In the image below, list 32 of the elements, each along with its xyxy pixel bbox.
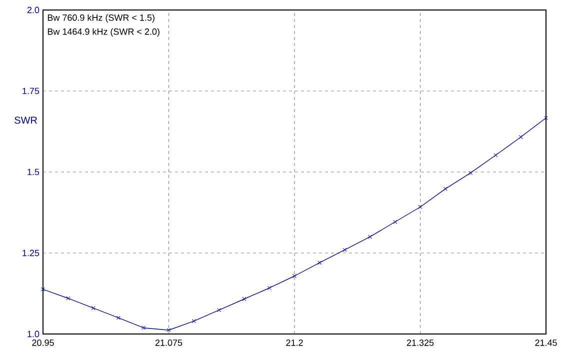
point: [342, 248, 347, 252]
x-tick-label: 20.95: [32, 340, 54, 346]
y-tick-label: 1.5: [28, 168, 40, 176]
y-tick-label: 1.75: [22, 88, 40, 94]
point: [142, 326, 146, 330]
point: [267, 286, 272, 290]
y-axis-title: SWR: [14, 116, 38, 124]
point: [494, 153, 498, 158]
x-tick-label: 21.45: [535, 340, 557, 346]
point: [518, 134, 523, 140]
point: [318, 260, 322, 265]
point: [217, 308, 222, 312]
x-tick-label: 21.325: [406, 340, 434, 346]
point: [192, 319, 196, 324]
point: [418, 204, 422, 210]
point: [66, 296, 70, 300]
point: [292, 274, 297, 278]
point: [116, 316, 120, 320]
x-tick-label: 21.075: [155, 340, 182, 346]
y-tick-label: 1.0: [28, 330, 40, 338]
y-tick-label: 1.25: [22, 250, 40, 256]
point: [242, 296, 246, 302]
point: [91, 306, 96, 310]
point: [443, 186, 448, 191]
point: [368, 234, 372, 239]
point: [166, 328, 171, 332]
annotation: Bw 1464.9 kHz (SWR < 2.0): [48, 28, 160, 37]
point: [468, 170, 473, 175]
point: [393, 220, 398, 224]
y-tick-label: 2.0: [27, 6, 40, 14]
annotation: Bw 760.9 kHz (SWR < 1.5): [48, 14, 154, 23]
x-tick-label: 21.2: [286, 340, 303, 346]
